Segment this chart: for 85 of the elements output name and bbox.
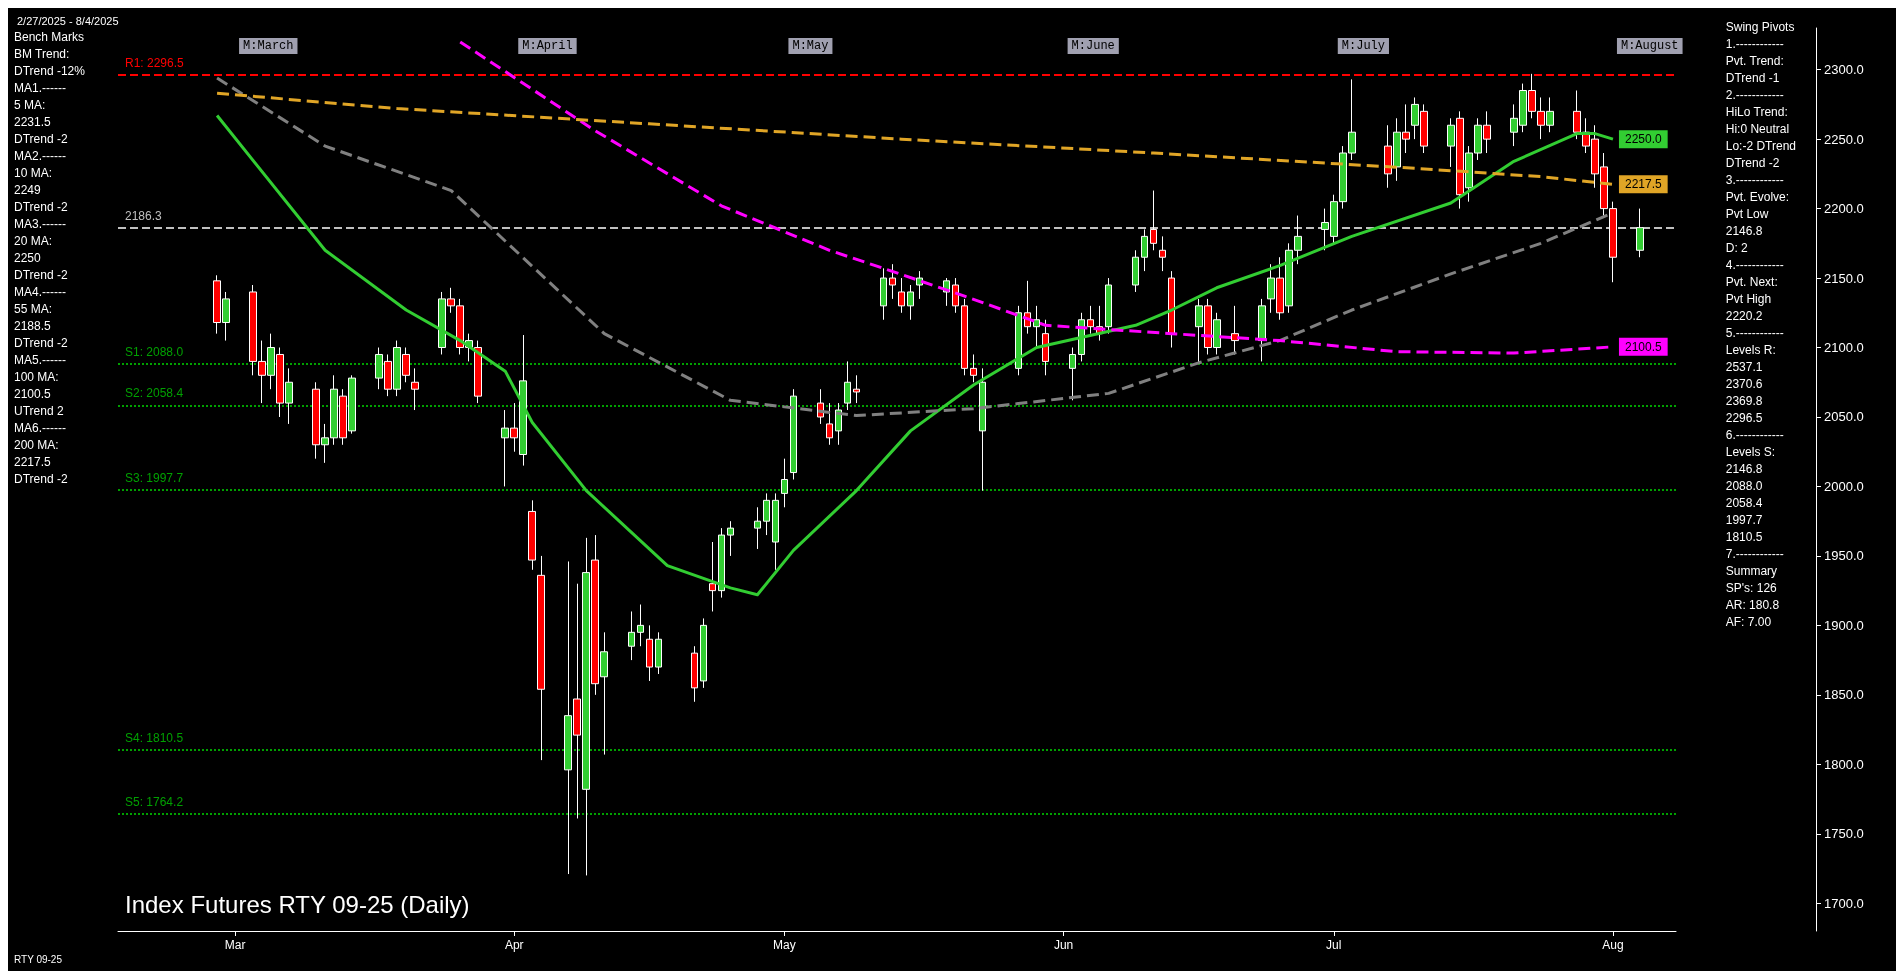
annotation: M:April [522, 39, 573, 53]
line-series [215, 91, 1615, 186]
candlestick [700, 617, 707, 689]
ref-line-label: S3: 1997.7 [125, 470, 184, 485]
candlestick [1573, 90, 1581, 140]
candlestick [1105, 277, 1112, 335]
candlestick [952, 277, 959, 314]
candlestick [853, 374, 860, 404]
candlestick [709, 541, 716, 612]
ref-line-label: S1: 2088.0 [125, 345, 184, 360]
y-tick-label: 2250.0 [1824, 131, 1864, 147]
data-label: 2250.0 [1624, 132, 1662, 147]
candlestick [880, 267, 887, 321]
y-tick-label: 2050.0 [1824, 409, 1864, 425]
candlestick [1258, 298, 1266, 362]
candlestick [646, 624, 653, 682]
candlestick [916, 270, 923, 300]
candlestick [1015, 305, 1022, 376]
x-tick-label: Aug [1602, 938, 1624, 952]
text: Swing Pivots 1.------------ Pvt. Trend: DTrend -1 2.------------ HiLo Trend: Hi:0 Neutral Lo:-2 DTrend DTrend -2 3.------------ Pvt. Evolve: Pvt Low 2146.8 D: 2 4.------------ Pvt. Next: Pvt High 2220.2 5.------------ Levels R: 2537.1 2370.6 2369.8 2296.5 6.------------ Levels S: 2146.8 2088.0 2058.4 1997.7 1810.5 7.------------ Summary SP's: 126 AR: 180.8 AF: 7.00 [1725, 19, 1797, 629]
candlestick [1087, 305, 1094, 335]
y-tick-label: 2300.0 [1824, 62, 1864, 78]
y-tick-label: 1900.0 [1824, 617, 1864, 633]
ref-line-label: R1: 2296.5 [125, 55, 185, 70]
candlestick [844, 360, 851, 411]
y-tick-label: 1850.0 [1824, 687, 1864, 703]
ref-line-label: 2186.3 [125, 208, 163, 223]
candlestick [1042, 319, 1049, 376]
annotation: M:August [1620, 39, 1679, 53]
candlestick [772, 492, 779, 571]
text: Index Futures RTY 09-25 (Daily) [125, 890, 470, 918]
y-tick-label: 1800.0 [1824, 756, 1864, 772]
candlestick [970, 353, 977, 383]
candlestick [1033, 305, 1040, 349]
candlestick [537, 555, 545, 761]
candlestick [961, 298, 968, 376]
candlestick [826, 402, 833, 446]
candlestick [763, 492, 770, 536]
annotation: M:May [792, 39, 829, 53]
candlestick [754, 506, 761, 550]
text: Bench Marks BM Trend: DTrend -12% MA1.------ 5 MA: 2231.5 DTrend -2 MA2.------ 10 MA: 2249 DTrend -2 MA3.------ 20 MA: 2250 DTrend -2 MA4.------ 55 MA: 2188.5 DTrend -2 MA5.------ 100 MA: 2100.5 UTrend 2 MA6.------ 200 MA: 2217.5 DTrend -2 [14, 29, 85, 486]
candlestick [1150, 190, 1157, 251]
annotation: M:March [243, 39, 294, 53]
candlestick [474, 340, 482, 404]
ref-line-label: S5: 1764.2 [125, 795, 184, 810]
y-tick-label: 2000.0 [1824, 478, 1864, 494]
candlestick [907, 284, 914, 321]
candlestick [979, 367, 986, 492]
text: RTY 09-25 [14, 953, 63, 965]
data-label: 2217.5 [1624, 177, 1662, 192]
annotation: M:June [1071, 39, 1115, 53]
x-tick-label: Apr [504, 938, 524, 952]
candlestick [1636, 208, 1644, 258]
annotation: M:July [1341, 39, 1385, 53]
ref-line-label: S4: 1810.5 [125, 730, 184, 745]
candlestick [637, 604, 644, 647]
x-tick-label: May [773, 938, 796, 952]
candlestick [898, 277, 905, 314]
y-tick-label: 2150.0 [1824, 270, 1864, 286]
chart-subtitle: 2/27/2025 - 8/4/2025 [17, 14, 119, 27]
candlestick [528, 499, 536, 571]
y-tick-label: 2100.0 [1824, 340, 1864, 356]
y-tick-label: 2200.0 [1824, 201, 1864, 217]
x-tick-label: Mar [224, 938, 246, 952]
candlestick [655, 631, 662, 675]
candlestick [1141, 228, 1148, 272]
ref-line-label: S2: 2058.4 [125, 386, 184, 401]
candlestick [628, 610, 635, 661]
candlestick [411, 367, 419, 411]
y-tick-label: 1700.0 [1824, 895, 1864, 911]
candlestick [1069, 347, 1076, 401]
candlestick [727, 520, 734, 557]
candlestick [889, 263, 896, 300]
y-tick-label: 1750.0 [1824, 826, 1864, 842]
y-tick-label: 1950.0 [1824, 548, 1864, 564]
candlestick [691, 645, 698, 703]
line-series [215, 114, 1615, 597]
candlestick [1168, 270, 1175, 349]
candlestick [1132, 249, 1139, 293]
candlestick [781, 458, 788, 508]
candlestick [790, 388, 797, 480]
data-label: 2100.5 [1624, 339, 1662, 354]
candlestick [1159, 235, 1166, 272]
x-tick-label: Jul [1326, 938, 1342, 952]
x-tick-label: Jun [1053, 938, 1074, 952]
